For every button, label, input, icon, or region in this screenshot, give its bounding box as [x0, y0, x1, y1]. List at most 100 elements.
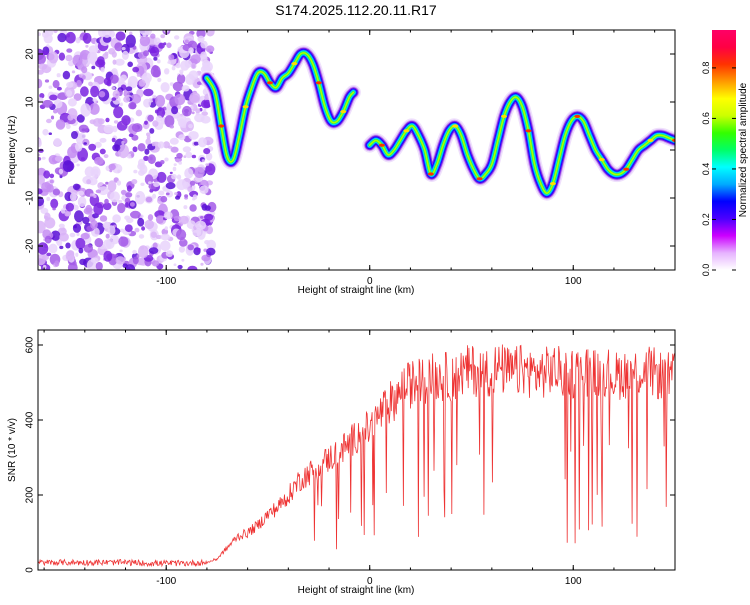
noise-blob: [170, 146, 179, 153]
noise-blob: [153, 37, 161, 46]
spectrogram-x-tick-label: 0: [367, 276, 373, 287]
noise-blob: [38, 148, 44, 153]
noise-blob: [59, 232, 69, 242]
noise-blob: [187, 265, 198, 270]
noise-blob: [72, 54, 83, 67]
noise-blob: [38, 78, 43, 89]
noise-blob: [102, 222, 111, 229]
noise-blob: [151, 260, 160, 267]
noise-blob: [52, 207, 56, 211]
noise-blob: [130, 93, 142, 104]
noise-blob: [176, 152, 183, 159]
noise-blob: [76, 232, 80, 237]
snr-frame: [37, 329, 676, 571]
noise-blob: [75, 37, 81, 44]
ridge-hotspot: [427, 172, 434, 176]
noise-blob: [99, 137, 107, 143]
noise-blob: [144, 219, 155, 230]
ridge-hotspot: [403, 129, 410, 133]
snr-y-axis-label: SNR (10 * v/v): [7, 418, 18, 482]
noise-blob: [59, 245, 64, 250]
noise-blob: [184, 194, 189, 198]
spectrogram-y-tick-label: -10: [25, 190, 36, 205]
noise-blob: [182, 146, 192, 153]
noise-blob: [196, 81, 202, 85]
noise-blob: [95, 261, 103, 270]
noise-blob: [71, 131, 78, 139]
noise-blob: [121, 50, 129, 61]
ridge-hotspot: [267, 81, 273, 85]
noise-blob: [83, 244, 94, 253]
noise-blob: [152, 193, 157, 199]
noise-blob: [65, 54, 73, 62]
noise-blob: [179, 215, 189, 225]
noise-blob: [120, 189, 127, 195]
noise-blob: [65, 31, 76, 44]
noise-blob: [121, 140, 125, 145]
noise-blob: [49, 173, 55, 179]
noise-blob: [38, 63, 48, 70]
noise-blob: [138, 245, 149, 259]
snr-y-tick-label: 400: [25, 411, 36, 428]
noise-blob: [79, 258, 87, 266]
noise-blob: [125, 192, 133, 198]
noise-blob: [75, 252, 79, 257]
noise-blob: [158, 190, 165, 196]
noise-blob: [146, 132, 151, 137]
noise-blob: [171, 174, 177, 180]
noise-blob: [139, 30, 150, 35]
colorbar-tick-label: 0.6: [701, 112, 711, 125]
noise-blob: [141, 226, 146, 231]
noise-blob: [118, 144, 129, 159]
noise-blob: [42, 30, 49, 38]
noise-blob: [129, 31, 133, 36]
noise-blob: [82, 216, 90, 225]
noise-blob: [78, 247, 84, 254]
noise-blob: [54, 155, 63, 162]
noise-blob: [156, 107, 166, 119]
noise-blob: [66, 48, 73, 53]
noise-blob: [149, 46, 160, 57]
noise-blob: [112, 59, 117, 65]
noise-blob: [139, 35, 151, 47]
noise-blob: [127, 81, 133, 88]
noise-blob: [190, 54, 201, 64]
noise-blob: [156, 171, 167, 183]
noise-blob: [155, 115, 163, 122]
ridge-hotspot: [218, 124, 225, 128]
noise-blob: [168, 54, 175, 61]
noise-blob: [71, 70, 76, 74]
noise-blob: [176, 229, 187, 241]
noise-blob: [103, 250, 113, 262]
noise-blob: [181, 85, 190, 92]
noise-blob: [56, 73, 61, 78]
ridge-hotspot: [525, 129, 532, 133]
noise-blob: [147, 214, 154, 221]
noise-blob: [143, 155, 149, 161]
colorbar-label: Normalized spectral amplitude: [738, 82, 749, 217]
noise-blob: [188, 47, 194, 54]
noise-blob: [90, 166, 101, 178]
noise-blob: [113, 106, 124, 119]
snr-y-tick-label: 200: [25, 486, 36, 503]
noise-blob: [67, 114, 74, 121]
noise-blob: [203, 99, 212, 108]
noise-blob: [178, 161, 182, 165]
noise-blob: [66, 81, 74, 88]
noise-blob: [201, 159, 205, 163]
noise-blob: [83, 142, 87, 145]
noise-blob: [166, 42, 172, 49]
snr-axes: -100 0 100 0 200 400 600: [25, 330, 675, 587]
noise-blob: [50, 198, 59, 209]
noise-blob: [62, 160, 74, 173]
noise-blob: [155, 234, 162, 240]
noise-blob: [132, 249, 137, 255]
noise-blob: [94, 141, 102, 148]
noise-blob: [114, 254, 118, 257]
noise-blob: [59, 175, 63, 179]
noise-blob: [171, 65, 176, 71]
noise-region: [38, 30, 217, 270]
noise-blob: [55, 119, 66, 130]
ridge-hotspot: [598, 158, 605, 162]
noise-blob: [72, 183, 81, 190]
